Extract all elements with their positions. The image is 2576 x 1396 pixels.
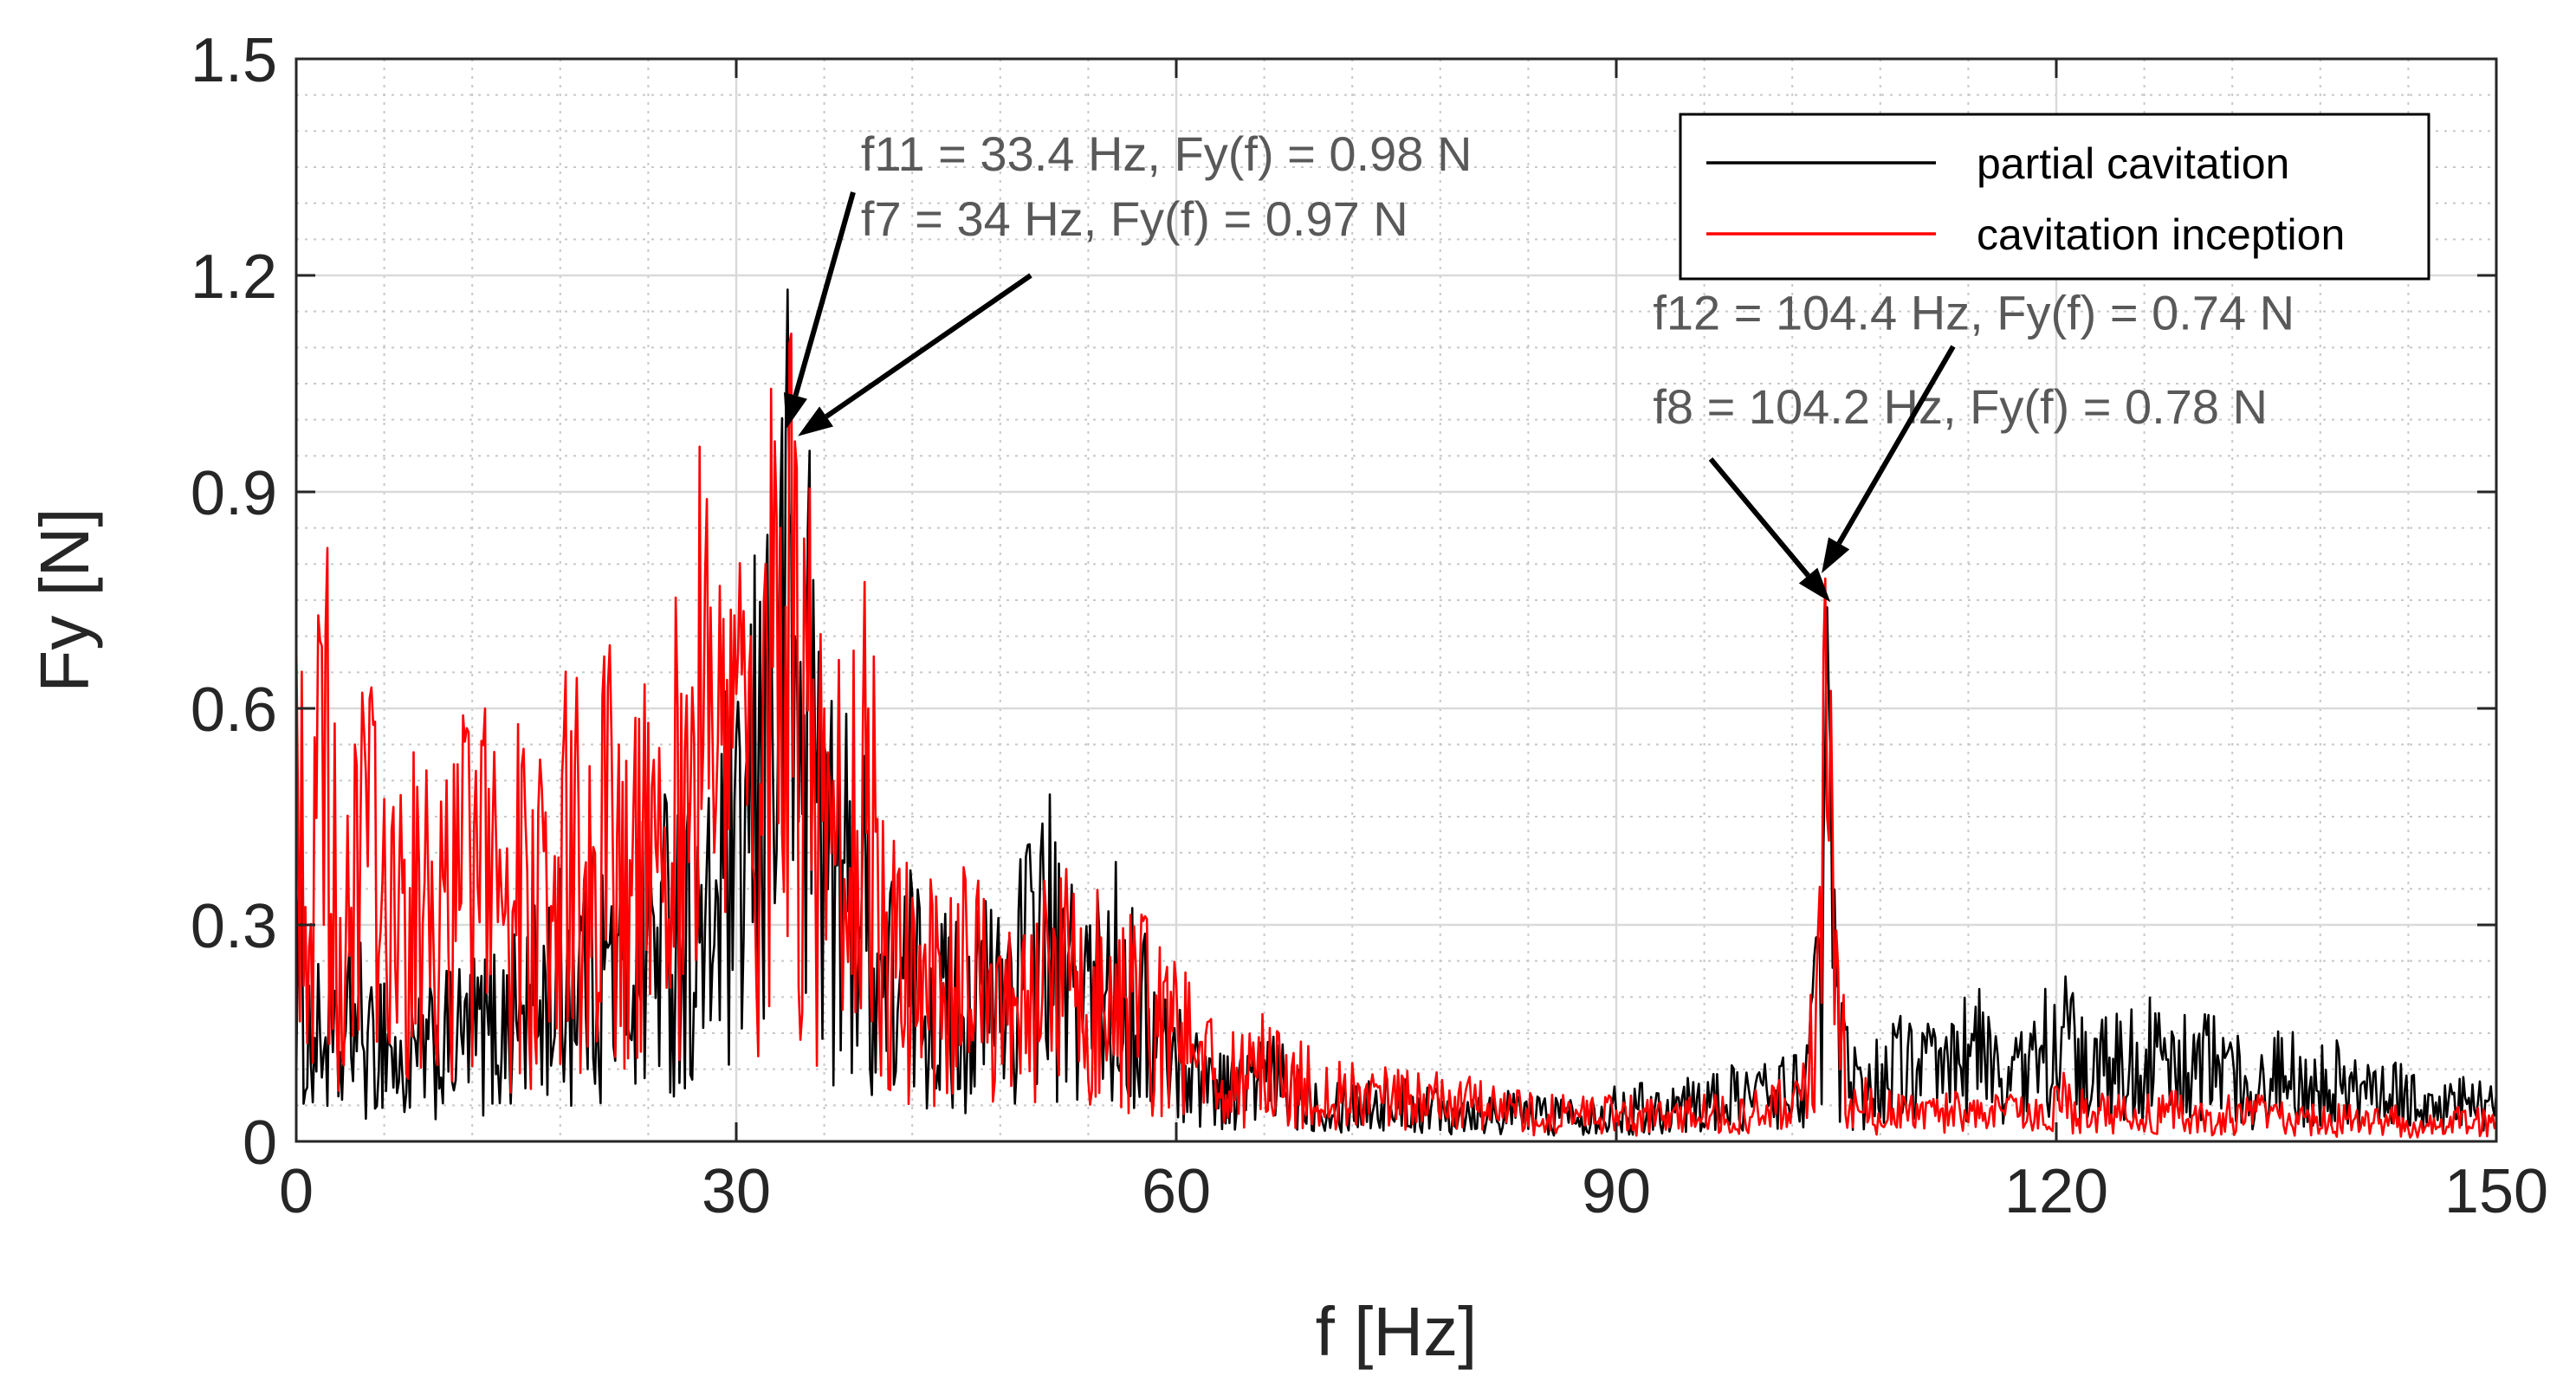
y-axis-label: Fy [N] [26,507,103,692]
annotation-label: f12 = 104.4 Hz, Fy(f) = 0.74 N [1653,286,2294,340]
annotation-arrow-line [793,191,856,397]
y-tick-label: 0.9 [191,459,277,528]
series-layer [294,288,2498,1139]
annotation-arrow-head [784,392,807,430]
annotation-arrow-head [798,406,833,436]
annotation-label: f8 = 104.2 Hz, Fy(f) = 0.78 N [1653,379,2268,434]
legend: partial cavitation cavitation inception [1679,113,2430,281]
annotation-arrow-line [1836,345,1956,545]
legend-label-partial-cavitation: partial cavitation [1977,139,2289,188]
annotation-arrow-line [1708,457,1810,578]
x-tick-label: 120 [2004,1157,2108,1226]
x-tick-label: 60 [1142,1157,1211,1226]
annotation-label: f11 = 33.4 Hz, Fy(f) = 0.98 N [861,126,1472,181]
annotation-arrow-head [1822,537,1850,573]
y-tick-label: 1.2 [191,242,277,312]
y-tick-label: 1.5 [191,26,277,95]
plot-frame [294,57,2498,1143]
annotation-arrow-line [825,273,1032,419]
annotation-arrow-head [1798,567,1831,603]
y-tick-label: 0.3 [191,892,277,961]
ticks: 0 30 60 90 120 150 0 0.3 0.6 0.9 1.2 1.5 [191,26,2548,1226]
x-tick-label: 150 [2444,1157,2548,1226]
x-tick-label: 0 [279,1157,314,1226]
legend-label-cavitation-inception: cavitation inception [1977,210,2345,259]
y-tick-label: 0.6 [191,675,277,745]
x-axis-label: f [Hz] [1316,1293,1478,1370]
y-tick-label: 0 [243,1108,277,1178]
x-tick-label: 90 [1582,1157,1651,1226]
x-tick-label: 30 [702,1157,771,1226]
annotations: f11 = 33.4 Hz, Fy(f) = 0.98 N f7 = 34 Hz,… [784,126,2294,603]
legend-box [1679,113,2430,281]
annotation-label: f7 = 34 Hz, Fy(f) = 0.97 N [861,191,1408,246]
series-line-cavitation-inception [294,332,2498,1139]
